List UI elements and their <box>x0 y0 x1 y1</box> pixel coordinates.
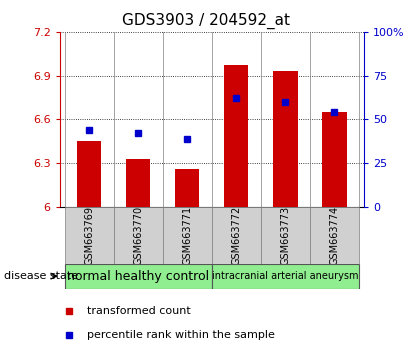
Bar <box>310 207 359 264</box>
Bar <box>65 207 113 264</box>
Text: GSM663773: GSM663773 <box>280 206 290 265</box>
Bar <box>261 207 310 264</box>
Bar <box>224 65 249 207</box>
Bar <box>113 207 163 264</box>
Text: percentile rank within the sample: percentile rank within the sample <box>87 330 275 340</box>
Bar <box>163 207 212 264</box>
Bar <box>273 71 298 207</box>
Bar <box>212 264 359 289</box>
Text: GDS3903 / 204592_at: GDS3903 / 204592_at <box>122 12 289 29</box>
Text: GSM663774: GSM663774 <box>329 206 339 265</box>
Bar <box>65 264 212 289</box>
Text: transformed count: transformed count <box>87 306 191 316</box>
Text: GSM663771: GSM663771 <box>182 206 192 265</box>
Text: normal healthy control: normal healthy control <box>67 270 209 282</box>
Bar <box>212 207 261 264</box>
Text: intracranial arterial aneurysm: intracranial arterial aneurysm <box>212 271 358 281</box>
Bar <box>126 159 150 207</box>
Text: GSM663769: GSM663769 <box>84 206 94 265</box>
Bar <box>322 112 346 207</box>
Text: GSM663770: GSM663770 <box>133 206 143 265</box>
Bar <box>77 141 101 207</box>
Bar <box>175 169 199 207</box>
Text: GSM663772: GSM663772 <box>231 206 241 265</box>
Text: disease state: disease state <box>4 271 78 281</box>
